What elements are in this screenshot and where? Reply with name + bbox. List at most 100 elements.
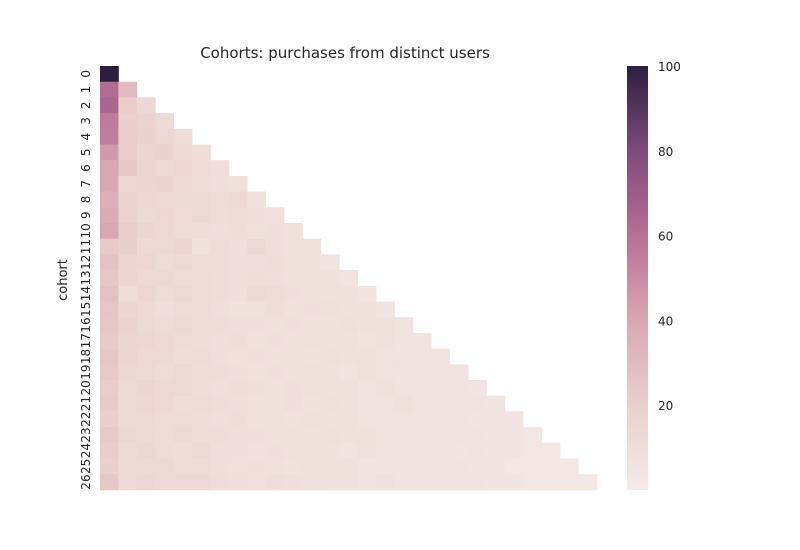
heatmap-cell-20-17	[412, 380, 432, 397]
heatmap-cell-25-15	[376, 458, 395, 475]
heatmap-cell-0-0	[100, 66, 119, 83]
heatmap-cell-4-4	[173, 128, 193, 145]
heatmap-cell-21-21	[486, 395, 506, 412]
heatmap-cell-14-8	[247, 285, 266, 302]
heatmap-cell-20-12	[320, 380, 340, 397]
heatmap-cell-16-9	[265, 317, 285, 334]
heatmap-cell-11-0	[100, 238, 119, 255]
heatmap-cell-19-7	[228, 364, 248, 381]
heatmap-cell-19-3	[155, 364, 174, 381]
heatmap-cell-7-6	[210, 175, 230, 192]
heatmap-cell-13-4	[173, 270, 193, 287]
heatmap-cell-18-3	[155, 348, 174, 365]
heatmap-cell-24-10	[284, 442, 303, 459]
heatmap-cell-20-3	[155, 380, 174, 397]
heatmap-cell-25-13	[339, 458, 358, 475]
heatmap-cell-5-4	[173, 144, 193, 161]
heatmap-cell-21-0	[100, 395, 119, 412]
heatmap-cell-25-0	[100, 458, 119, 475]
heatmap-cell-25-8	[247, 458, 266, 475]
heatmap-cell-22-16	[394, 411, 414, 428]
heatmap-cell-18-5	[192, 348, 211, 365]
heatmap-cell-6-2	[136, 160, 156, 177]
heatmap-cell-17-5	[192, 332, 211, 349]
heatmap-cell-1-0	[100, 81, 119, 98]
y-tick-label: 5	[79, 149, 93, 157]
heatmap-cell-12-9	[265, 254, 285, 271]
heatmap-cell-13-10	[284, 270, 303, 287]
heatmap-cell-24-7	[228, 442, 248, 459]
heatmap-cell-18-0	[100, 348, 119, 365]
heatmap-cell-20-10	[284, 380, 303, 397]
heatmap-cell-22-18	[431, 411, 450, 428]
heatmap-cell-15-0	[100, 301, 119, 318]
heatmap-cell-21-15	[376, 395, 395, 412]
heatmap-cell-26-17	[412, 474, 432, 491]
heatmap-cell-5-5	[192, 144, 211, 161]
heatmap-cell-18-2	[136, 348, 156, 365]
y-tick-label: 10	[79, 223, 93, 238]
heatmap-cell-24-4	[173, 442, 193, 459]
heatmap-cell-11-8	[247, 238, 266, 255]
heatmap-cell-23-2	[136, 427, 156, 444]
heatmap-cell-26-21	[486, 474, 506, 491]
heatmap-cell-9-8	[247, 207, 266, 224]
heatmap-cell-26-24	[541, 474, 561, 491]
heatmap-cell-23-12	[320, 427, 340, 444]
heatmap-cell-13-6	[210, 270, 230, 287]
heatmap-cell-6-5	[192, 160, 211, 177]
heatmap-cell-16-7	[228, 317, 248, 334]
heatmap-cell-26-15	[376, 474, 395, 491]
heatmap-cell-15-9	[265, 301, 285, 318]
heatmap-cell-22-2	[136, 411, 156, 428]
heatmap-cell-25-6	[210, 458, 230, 475]
heatmap-cell-4-2	[136, 128, 156, 145]
heatmap-cell-12-8	[247, 254, 266, 271]
heatmap-cell-17-7	[228, 332, 248, 349]
heatmap-cell-26-13	[339, 474, 358, 491]
heatmap-cell-16-11	[302, 317, 322, 334]
heatmap-cell-12-7	[228, 254, 248, 271]
heatmap-cell-10-4	[173, 223, 193, 240]
heatmap-cell-17-14	[357, 332, 377, 349]
heatmap-cell-25-17	[412, 458, 432, 475]
heatmap-cell-9-7	[228, 207, 248, 224]
heatmap-cell-13-12	[320, 270, 340, 287]
heatmap-cell-12-0	[100, 254, 119, 271]
heatmap-cell-15-14	[357, 301, 377, 318]
colorbar-tick-label: 80	[658, 145, 673, 159]
heatmap-cell-23-16	[394, 427, 414, 444]
heatmap-cell-24-13	[339, 442, 358, 459]
heatmap-cell-10-3	[155, 223, 174, 240]
heatmap-cell-22-3	[155, 411, 174, 428]
heatmap-cell-15-13	[339, 301, 358, 318]
heatmap-cell-14-2	[136, 285, 156, 302]
heatmap-cell-12-3	[155, 254, 174, 271]
heatmap-cell-14-4	[173, 285, 193, 302]
heatmap-cell-17-17	[412, 332, 432, 349]
heatmap-cell-13-0	[100, 270, 119, 287]
heatmap-cell-3-1	[118, 113, 138, 130]
heatmap-cell-26-3	[155, 474, 174, 491]
heatmap-cell-23-14	[357, 427, 377, 444]
heatmap-cell-7-7	[228, 175, 248, 192]
heatmap-cell-26-0	[100, 474, 119, 491]
heatmap-cell-26-20	[468, 474, 487, 491]
heatmap-cell-17-1	[118, 332, 138, 349]
heatmap-cell-12-12	[320, 254, 340, 271]
heatmap-cell-17-8	[247, 332, 266, 349]
heatmap-cell-22-5	[192, 411, 211, 428]
heatmap-cell-3-3	[155, 113, 174, 130]
heatmap-cell-13-11	[302, 270, 322, 287]
heatmap-cell-19-15	[376, 364, 395, 381]
heatmap-cell-25-14	[357, 458, 377, 475]
heatmap-cell-25-4	[173, 458, 193, 475]
heatmap-cell-20-14	[357, 380, 377, 397]
heatmap-cell-13-5	[192, 270, 211, 287]
heatmap-cell-10-8	[247, 223, 266, 240]
heatmap-cell-20-5	[192, 380, 211, 397]
heatmap-cell-24-6	[210, 442, 230, 459]
heatmap-cell-11-9	[265, 238, 285, 255]
heatmap-cell-10-1	[118, 223, 138, 240]
heatmap-cell-12-4	[173, 254, 193, 271]
